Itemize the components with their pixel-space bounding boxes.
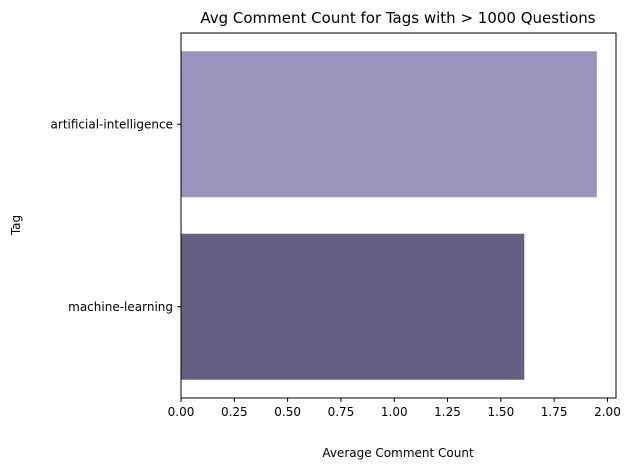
x-tick-label: 1.50 — [487, 405, 514, 419]
x-tick-label: 0.75 — [328, 405, 355, 419]
x-tick-label: 1.00 — [381, 405, 408, 419]
x-tick-label: 0.25 — [221, 405, 248, 419]
bar-machine-learning — [181, 233, 525, 380]
x-tick-label: 1.75 — [541, 405, 568, 419]
y-tick-label: machine-learning — [68, 300, 173, 314]
x-tick-label: 0.00 — [168, 405, 195, 419]
x-tick-label: 2.00 — [594, 405, 621, 419]
axes-frame — [180, 32, 617, 399]
y-axis-label: Tag — [9, 215, 23, 236]
x-axis-label: Average Comment Count — [322, 446, 474, 460]
y-tick-label: artificial-intelligence — [51, 117, 173, 131]
bar-artificial-intelligence — [181, 51, 597, 198]
chart-title: Avg Comment Count for Tags with > 1000 Q… — [200, 9, 595, 27]
x-tick-label: 0.50 — [274, 405, 301, 419]
plot-area: artificial-intelligence machine-learning 0… — [51, 32, 621, 419]
x-tick-label: 1.25 — [434, 405, 461, 419]
